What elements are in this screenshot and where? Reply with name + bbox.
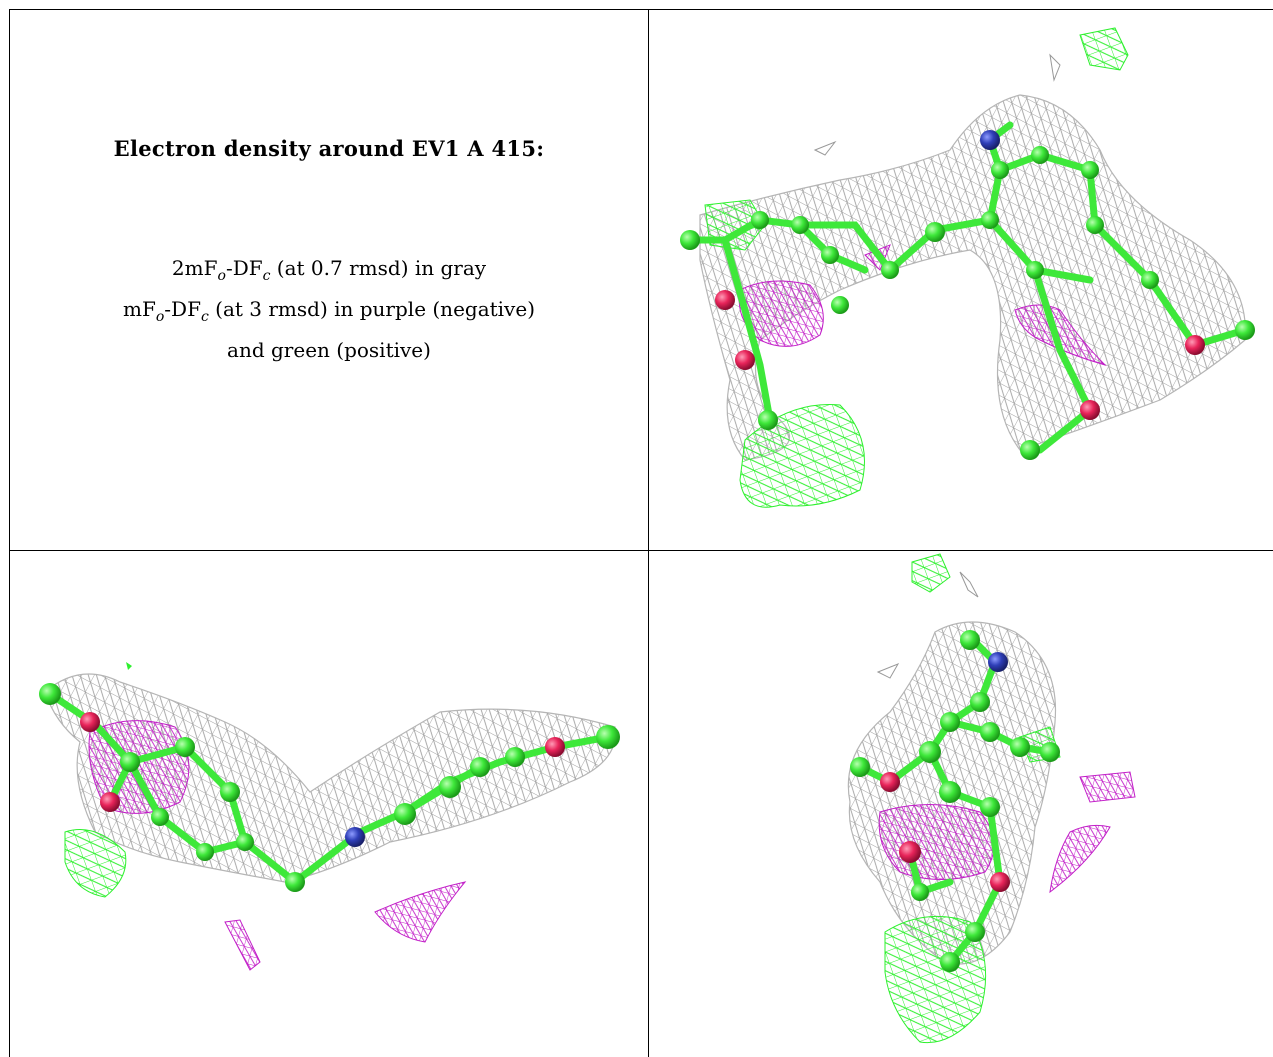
purple-density-mesh: [878, 804, 995, 880]
legend-line-purple: mFo-DFc (at 3 rmsd) in purple (negative): [123, 297, 535, 325]
caption-legend: 2mFo-DFc (at 0.7 rmsd) in gray mFo-DFc (…: [10, 252, 648, 367]
gray-density-mesh: [44, 673, 617, 883]
caption-cell: Electron density around EV1 A 415: 2mFo-…: [10, 10, 648, 550]
green-density-mesh: [1079, 27, 1129, 71]
caption-title: Electron density around EV1 A 415:: [113, 136, 545, 161]
view-bottom-left: [10, 552, 648, 1057]
green-density-mesh: [64, 829, 127, 898]
green-density-mesh: [911, 553, 951, 593]
table-middle-border: [9, 550, 1273, 551]
view-bottom-right: [650, 552, 1273, 1057]
density-render-bottom-left: [39, 662, 620, 971]
legend-line-green: and green (positive): [227, 338, 431, 362]
table-center-border: [648, 9, 649, 1057]
table-left-border: [9, 9, 10, 1057]
table-top-border: [9, 9, 1273, 10]
gray-density-mesh: [699, 94, 1246, 461]
density-render-bottom-right: [847, 553, 1136, 1044]
density-render-top-right: [680, 27, 1255, 508]
legend-line-gray: 2mFo-DFc (at 0.7 rmsd) in gray: [171, 256, 487, 284]
view-top-right: [650, 10, 1273, 550]
